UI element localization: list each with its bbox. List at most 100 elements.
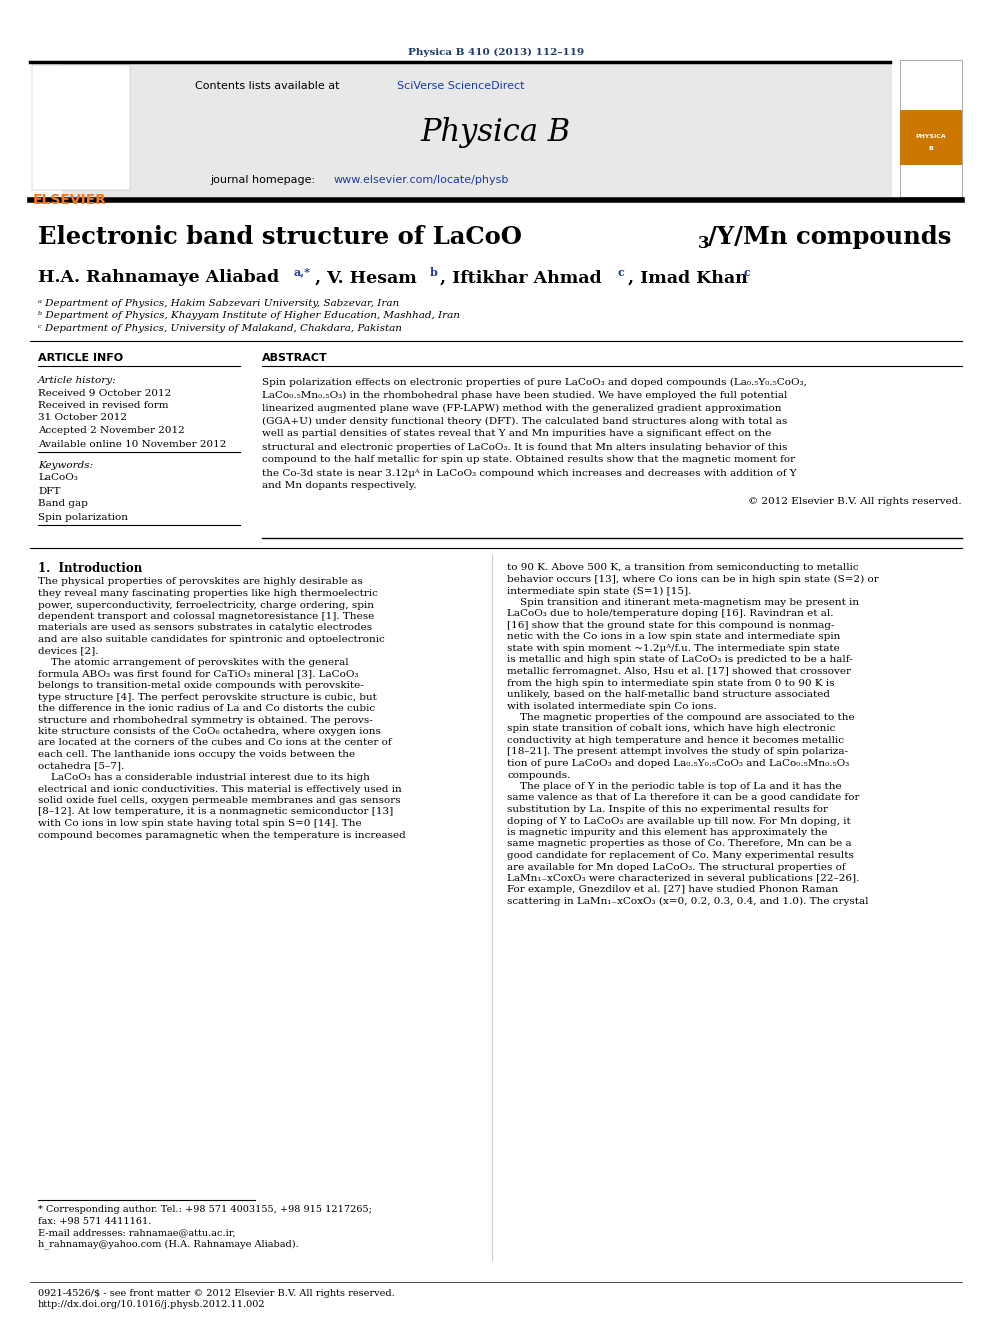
- Text: , Iftikhar Ahmad: , Iftikhar Ahmad: [440, 270, 601, 287]
- Text: E-mail addresses: rahnamae@attu.ac.ir,: E-mail addresses: rahnamae@attu.ac.ir,: [38, 1229, 235, 1237]
- Text: same magnetic properties as those of Co. Therefore, Mn can be a: same magnetic properties as those of Co.…: [507, 840, 851, 848]
- Text: formula ABO₃ was first found for CaTiO₃ mineral [3]. LaCoO₃: formula ABO₃ was first found for CaTiO₃ …: [38, 669, 358, 679]
- Text: tion of pure LaCoO₃ and doped La₀.₅Y₀.₅CoO₃ and LaCo₀.₅Mn₀.₅O₃: tion of pure LaCoO₃ and doped La₀.₅Y₀.₅C…: [507, 759, 849, 767]
- Text: H.A. Rahnamaye Aliabad: H.A. Rahnamaye Aliabad: [38, 270, 279, 287]
- Text: B: B: [929, 146, 933, 151]
- Text: SciVerse ScienceDirect: SciVerse ScienceDirect: [397, 81, 525, 91]
- Text: solid oxide fuel cells, oxygen permeable membranes and gas sensors: solid oxide fuel cells, oxygen permeable…: [38, 796, 401, 804]
- Text: 0921-4526/$ - see front matter © 2012 Elsevier B.V. All rights reserved.: 0921-4526/$ - see front matter © 2012 El…: [38, 1289, 395, 1298]
- Text: Spin transition and itinerant meta-magnetism may be present in: Spin transition and itinerant meta-magne…: [507, 598, 859, 607]
- Text: compounds.: compounds.: [507, 770, 570, 779]
- Text: , Imad Khan: , Imad Khan: [628, 270, 748, 287]
- Text: power, superconductivity, ferroelectricity, charge ordering, spin: power, superconductivity, ferroelectrici…: [38, 601, 374, 610]
- Text: doping of Y to LaCoO₃ are available up till now. For Mn doping, it: doping of Y to LaCoO₃ are available up t…: [507, 816, 851, 826]
- Text: from the high spin to intermediate spin state from 0 to 90 K is: from the high spin to intermediate spin …: [507, 679, 834, 688]
- Text: ᵃ Department of Physics, Hakim Sabzevari University, Sabzevar, Iran: ᵃ Department of Physics, Hakim Sabzevari…: [38, 299, 399, 307]
- Text: * Corresponding author. Tel.: +98 571 4003155, +98 915 1217265;: * Corresponding author. Tel.: +98 571 40…: [38, 1205, 372, 1215]
- Text: metallic ferromagnet. Also, Hsu et al. [17] showed that crossover: metallic ferromagnet. Also, Hsu et al. […: [507, 667, 851, 676]
- Text: ᵇ Department of Physics, Khayyam Institute of Higher Education, Mashhad, Iran: ᵇ Department of Physics, Khayyam Institu…: [38, 311, 460, 320]
- Text: 3: 3: [698, 234, 709, 251]
- Text: [16] show that the ground state for this compound is nonmag-: [16] show that the ground state for this…: [507, 620, 834, 630]
- Text: conductivity at high temperature and hence it becomes metallic: conductivity at high temperature and hen…: [507, 736, 844, 745]
- Text: c: c: [618, 266, 625, 278]
- Text: with isolated intermediate spin Co ions.: with isolated intermediate spin Co ions.: [507, 701, 716, 710]
- Bar: [32, 65, 130, 191]
- Text: each cell. The lanthanide ions occupy the voids between the: each cell. The lanthanide ions occupy th…: [38, 750, 355, 759]
- Text: they reveal many fascinating properties like high thermoelectric: they reveal many fascinating properties …: [38, 589, 378, 598]
- Text: ELSEVIER: ELSEVIER: [33, 193, 107, 206]
- Text: Spin polarization effects on electronic properties of pure LaCoO₃ and doped comp: Spin polarization effects on electronic …: [262, 377, 806, 386]
- Text: For example, Gnezdilov et al. [27] have studied Phonon Raman: For example, Gnezdilov et al. [27] have …: [507, 885, 838, 894]
- Text: journal homepage:: journal homepage:: [210, 175, 318, 185]
- Text: Contents lists available at: Contents lists available at: [195, 81, 343, 91]
- Text: LaMn₁₋xCoxO₃ were characterized in several publications [22–26].: LaMn₁₋xCoxO₃ were characterized in sever…: [507, 875, 859, 882]
- Text: structural and electronic properties of LaCoO₃. It is found that Mn alters insul: structural and electronic properties of …: [262, 442, 788, 451]
- Text: h_rahnamay@yahoo.com (H.A. Rahnamaye Aliabad).: h_rahnamay@yahoo.com (H.A. Rahnamaye Ali…: [38, 1240, 299, 1249]
- Text: electrical and ionic conductivities. This material is effectively used in: electrical and ionic conductivities. Thi…: [38, 785, 402, 794]
- Text: kite structure consists of the CoO₆ octahedra, where oxygen ions: kite structure consists of the CoO₆ octa…: [38, 728, 381, 736]
- Text: Physica B 410 (2013) 112–119: Physica B 410 (2013) 112–119: [408, 48, 584, 57]
- Text: the Co-3d state is near 3.12μᴬ in LaCoO₃ compound which increases and decreases : the Co-3d state is near 3.12μᴬ in LaCoO₃…: [262, 468, 797, 478]
- Text: are located at the corners of the cubes and Co ions at the center of: are located at the corners of the cubes …: [38, 738, 392, 747]
- Text: LaCoO₃ due to hole/temperature doping [16]. Ravindran et al.: LaCoO₃ due to hole/temperature doping [1…: [507, 610, 833, 618]
- Text: compound to the half metallic for spin up state. Obtained results show that the : compound to the half metallic for spin u…: [262, 455, 796, 464]
- Text: structure and rhombohedral symmetry is obtained. The perovs-: structure and rhombohedral symmetry is o…: [38, 716, 373, 725]
- Text: (GGA+U) under density functional theory (DFT). The calculated band structures al: (GGA+U) under density functional theory …: [262, 417, 788, 426]
- Text: DFT: DFT: [38, 487, 61, 496]
- Text: http://dx.doi.org/10.1016/j.physb.2012.11.002: http://dx.doi.org/10.1016/j.physb.2012.1…: [38, 1301, 266, 1308]
- Text: substitution by La. Inspite of this no experimental results for: substitution by La. Inspite of this no e…: [507, 804, 828, 814]
- Text: to 90 K. Above 500 K, a transition from semiconducting to metallic: to 90 K. Above 500 K, a transition from …: [507, 564, 859, 573]
- Text: behavior occurs [13], where Co ions can be in high spin state (S=2) or: behavior occurs [13], where Co ions can …: [507, 576, 879, 583]
- Text: The atomic arrangement of perovskites with the general: The atomic arrangement of perovskites wi…: [38, 658, 348, 667]
- Text: www.elsevier.com/locate/physb: www.elsevier.com/locate/physb: [334, 175, 509, 185]
- Text: the difference in the ionic radius of La and Co distorts the cubic: the difference in the ionic radius of La…: [38, 704, 375, 713]
- Text: Band gap: Band gap: [38, 500, 88, 508]
- Text: materials are used as sensors substrates in catalytic electrodes: materials are used as sensors substrates…: [38, 623, 372, 632]
- Text: Electronic band structure of LaCoO: Electronic band structure of LaCoO: [38, 225, 522, 249]
- Text: The magnetic properties of the compound are associated to the: The magnetic properties of the compound …: [507, 713, 855, 722]
- Text: same valence as that of La therefore it can be a good candidate for: same valence as that of La therefore it …: [507, 794, 859, 803]
- Text: /Y/Mn compounds: /Y/Mn compounds: [708, 225, 951, 249]
- Text: linearized augmented plane wave (FP-LAPW) method with the generalized gradient a: linearized augmented plane wave (FP-LAPW…: [262, 404, 782, 413]
- Text: unlikely, based on the half-metallic band structure associated: unlikely, based on the half-metallic ban…: [507, 691, 830, 699]
- Text: , V. Hesam: , V. Hesam: [315, 270, 417, 287]
- Text: Received 9 October 2012: Received 9 October 2012: [38, 389, 172, 397]
- Text: devices [2].: devices [2].: [38, 647, 98, 655]
- Text: is magnetic impurity and this element has approximately the: is magnetic impurity and this element ha…: [507, 828, 827, 837]
- Text: is metallic and high spin state of LaCoO₃ is predicted to be a half-: is metallic and high spin state of LaCoO…: [507, 655, 853, 664]
- Text: and Mn dopants respectively.: and Mn dopants respectively.: [262, 482, 417, 491]
- Text: 1.  Introduction: 1. Introduction: [38, 561, 142, 574]
- Text: ABSTRACT: ABSTRACT: [262, 353, 327, 363]
- Text: fax: +98 571 4411161.: fax: +98 571 4411161.: [38, 1217, 152, 1226]
- Text: Available online 10 November 2012: Available online 10 November 2012: [38, 439, 226, 448]
- Text: belongs to transition-metal oxide compounds with perovskite-: belongs to transition-metal oxide compou…: [38, 681, 364, 691]
- Text: good candidate for replacement of Co. Many experimental results: good candidate for replacement of Co. Ma…: [507, 851, 854, 860]
- Text: octahedra [5–7].: octahedra [5–7].: [38, 762, 124, 770]
- Text: Physica B: Physica B: [421, 116, 571, 147]
- Text: Keywords:: Keywords:: [38, 460, 93, 470]
- Text: b: b: [430, 266, 437, 278]
- Text: and are also suitable candidates for spintronic and optoelectronic: and are also suitable candidates for spi…: [38, 635, 385, 644]
- Text: netic with the Co ions in a low spin state and intermediate spin: netic with the Co ions in a low spin sta…: [507, 632, 840, 642]
- Text: LaCoO₃: LaCoO₃: [38, 474, 78, 483]
- Text: [8–12]. At low temperature, it is a nonmagnetic semiconductor [13]: [8–12]. At low temperature, it is a nonm…: [38, 807, 393, 816]
- Bar: [62, 64, 892, 197]
- Text: a,*: a,*: [294, 266, 311, 278]
- Text: ARTICLE INFO: ARTICLE INFO: [38, 353, 123, 363]
- Text: Spin polarization: Spin polarization: [38, 512, 128, 521]
- Text: with Co ions in low spin state having total spin S=0 [14]. The: with Co ions in low spin state having to…: [38, 819, 362, 828]
- Text: © 2012 Elsevier B.V. All rights reserved.: © 2012 Elsevier B.V. All rights reserved…: [748, 497, 962, 507]
- Text: ᶜ Department of Physics, University of Malakand, Chakdara, Pakistan: ᶜ Department of Physics, University of M…: [38, 324, 402, 333]
- Text: spin state transition of cobalt ions, which have high electronic: spin state transition of cobalt ions, wh…: [507, 725, 835, 733]
- Text: are available for Mn doped LaCoO₃. The structural properties of: are available for Mn doped LaCoO₃. The s…: [507, 863, 845, 872]
- Text: intermediate spin state (S=1) [15].: intermediate spin state (S=1) [15].: [507, 586, 691, 595]
- Text: 31 October 2012: 31 October 2012: [38, 414, 127, 422]
- Text: The place of Y in the periodic table is top of La and it has the: The place of Y in the periodic table is …: [507, 782, 841, 791]
- Text: Accepted 2 November 2012: Accepted 2 November 2012: [38, 426, 185, 435]
- Text: The physical properties of perovskites are highly desirable as: The physical properties of perovskites a…: [38, 578, 363, 586]
- Text: dependent transport and colossal magnetoresistance [1]. These: dependent transport and colossal magneto…: [38, 613, 374, 620]
- Text: state with spin moment ~1.2μᴬ/f.u. The intermediate spin state: state with spin moment ~1.2μᴬ/f.u. The i…: [507, 644, 840, 654]
- Bar: [900, 60, 962, 197]
- Text: PHYSICA: PHYSICA: [916, 135, 946, 139]
- Text: [18–21]. The present attempt involves the study of spin polariza-: [18–21]. The present attempt involves th…: [507, 747, 848, 757]
